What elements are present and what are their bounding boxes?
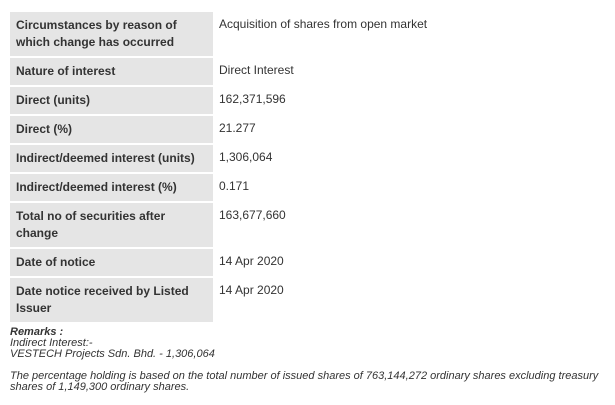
row-value-total-securities: 163,677,660 <box>213 203 605 247</box>
row-label-indirect-units: Indirect/deemed interest (units) <box>10 145 213 172</box>
remarks-percentage-note: The percentage holding is based on the t… <box>10 370 599 393</box>
table-row: Total no of securities after change 163,… <box>10 203 605 247</box>
row-label-nature-of-interest: Nature of interest <box>10 58 213 85</box>
row-label-indirect-percent: Indirect/deemed interest (%) <box>10 174 213 201</box>
table-row: Indirect/deemed interest (%) 0.171 <box>10 174 605 201</box>
row-label-date-of-notice: Date of notice <box>10 249 213 276</box>
row-label-direct-percent: Direct (%) <box>10 116 213 143</box>
shareholding-details-table: Circumstances by reason of which change … <box>10 10 605 324</box>
row-value-nature-of-interest: Direct Interest <box>213 58 605 85</box>
row-value-indirect-percent: 0.171 <box>213 174 605 201</box>
table-row: Direct (%) 21.277 <box>10 116 605 143</box>
table-row: Date notice received by Listed Issuer 14… <box>10 278 605 322</box>
remarks-indirect-interest-detail: VESTECH Projects Sdn. Bhd. - 1,306,064 <box>10 348 215 360</box>
table-row: Nature of interest Direct Interest <box>10 58 605 85</box>
row-label-date-received: Date notice received by Listed Issuer <box>10 278 213 322</box>
table-row: Direct (units) 162,371,596 <box>10 87 605 114</box>
row-label-circumstances: Circumstances by reason of which change … <box>10 12 213 56</box>
remarks-title: Remarks : <box>10 326 64 338</box>
remarks-indirect-interest-heading: Indirect Interest:- <box>10 337 93 349</box>
row-label-direct-units: Direct (units) <box>10 87 213 114</box>
row-value-date-of-notice: 14 Apr 2020 <box>213 249 605 276</box>
table-row: Date of notice 14 Apr 2020 <box>10 249 605 276</box>
row-value-indirect-units: 1,306,064 <box>213 145 605 172</box>
remarks-section: Remarks : Indirect Interest:- VESTECH Pr… <box>10 327 605 393</box>
table-row: Circumstances by reason of which change … <box>10 12 605 56</box>
row-value-circumstances: Acquisition of shares from open market <box>213 12 605 56</box>
row-value-direct-percent: 21.277 <box>213 116 605 143</box>
row-value-date-received: 14 Apr 2020 <box>213 278 605 322</box>
row-label-total-securities: Total no of securities after change <box>10 203 213 247</box>
row-value-direct-units: 162,371,596 <box>213 87 605 114</box>
table-row: Indirect/deemed interest (units) 1,306,0… <box>10 145 605 172</box>
